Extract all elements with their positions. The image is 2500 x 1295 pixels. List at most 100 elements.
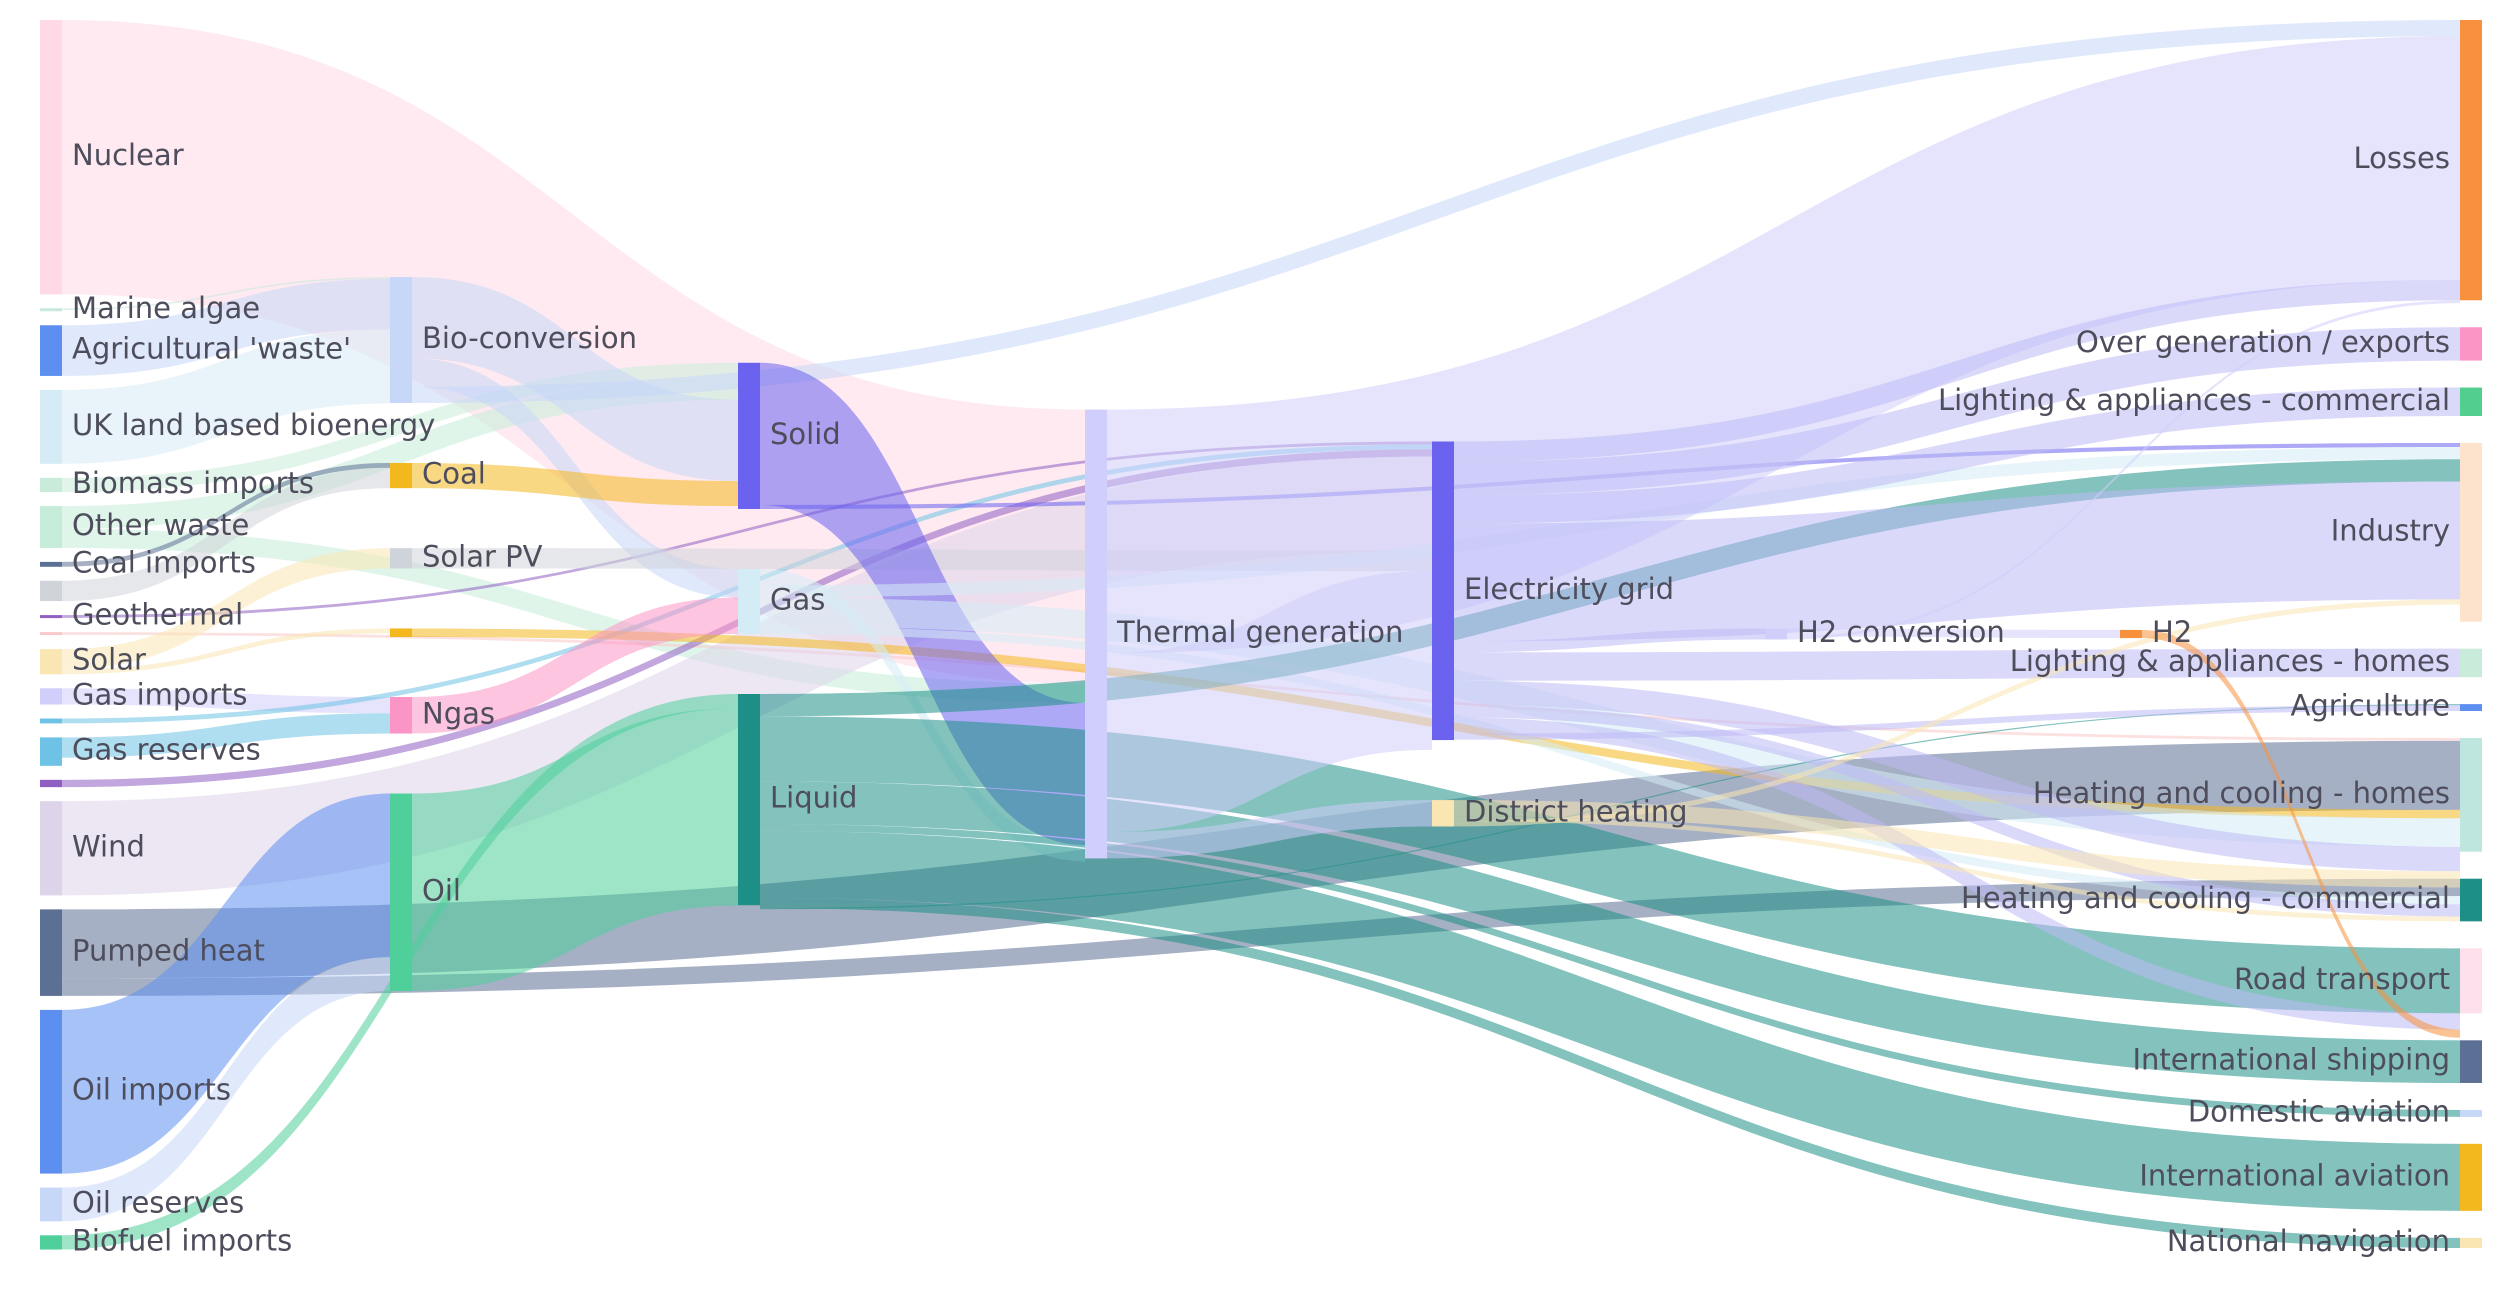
link-electricity_grid-to-losses	[1454, 279, 2460, 462]
node-lighting_commercial	[2460, 387, 2482, 416]
link-ngas-to-gas	[412, 597, 738, 734]
link-agri_waste-to-bio_conversion	[62, 278, 390, 376]
label-road_transport: Road transport	[2234, 962, 2450, 996]
label-over_gen: Over generation / exports	[2076, 325, 2450, 359]
label-losses: Losses	[2353, 141, 2450, 175]
label-marine_algae: Marine algae	[72, 291, 260, 325]
node-oil	[390, 793, 412, 991]
label-intl_aviation: International aviation	[2139, 1158, 2450, 1192]
label-electricity_grid: Electricity grid	[1464, 572, 1674, 606]
node-gas	[738, 569, 760, 634]
node-unlabeled_blue	[40, 718, 62, 724]
node-national_navigation	[2460, 1237, 2482, 1248]
node-coal	[390, 462, 412, 489]
link-uk_bio-to-bio_conversion	[62, 329, 390, 464]
label-nuclear: Nuclear	[72, 138, 184, 172]
label-heating_commercial: Heating and cooling - commercial	[1961, 881, 2450, 915]
link-oil_reserves-to-oil	[62, 957, 390, 1222]
node-oil_reserves	[40, 1187, 62, 1222]
node-bio_conversion	[390, 277, 412, 403]
label-agriculture: Agriculture	[2291, 689, 2451, 723]
label-gas_imports: Gas imports	[72, 677, 247, 711]
node-geothermal	[40, 615, 62, 619]
link-electricity_grid-to-agriculture	[1454, 704, 2460, 740]
label-biofuel_imports: Biofuel imports	[72, 1223, 292, 1257]
link-biomass_imports-to-solid	[62, 362, 738, 493]
node-solar_pv	[390, 548, 412, 569]
node-marine_algae	[40, 308, 62, 312]
labels-layer: Nuclear Marine algae Agricultural 'waste' U…	[72, 138, 2450, 1258]
label-coal_imports: Coal imports	[72, 545, 256, 579]
link-electricity_grid-to-h2_conversion	[1454, 628, 1765, 653]
node-heating_commercial	[2460, 878, 2482, 922]
label-h2_conversion: H2 conversion	[1797, 615, 2005, 649]
link-liquid-to-intl_shipping	[760, 781, 2460, 1083]
link-electricity_grid-to-industry	[1454, 481, 2460, 642]
label-biomass_imports: Biomass imports	[72, 466, 314, 500]
label-domestic_aviation: Domestic aviation	[2188, 1094, 2450, 1128]
label-intl_shipping: International shipping	[2132, 1043, 2450, 1077]
node-agriculture	[2460, 704, 2482, 712]
link-oil-to-liquid	[412, 708, 738, 991]
node-liquid	[738, 694, 760, 906]
node-intl_aviation	[2460, 1143, 2482, 1211]
label-oil_imports: Oil imports	[72, 1073, 231, 1107]
node-coal_imports	[40, 561, 62, 567]
node-wind	[40, 801, 62, 896]
link-liquid-to-domestic_aviation	[760, 823, 2460, 1117]
label-oil_reserves: Oil reserves	[72, 1185, 244, 1219]
node-coal_reserves	[40, 580, 62, 602]
link-h2-to-road_transport	[2142, 629, 2460, 1038]
node-biofuel_imports	[40, 1235, 62, 1250]
link-electricity_grid-to-lighting_homes	[1454, 648, 2460, 681]
node-other_waste	[40, 506, 62, 548]
node-h2	[2120, 629, 2142, 639]
link-gas_reserves-to-ngas	[62, 713, 390, 758]
label-h2: H2	[2152, 615, 2192, 649]
node-pumped_heat	[40, 909, 62, 996]
link-liquid-to-national_navigation	[760, 897, 2460, 1248]
node-solid	[738, 362, 760, 510]
label-coal: Coal	[422, 457, 486, 491]
node-intl_shipping	[2460, 1040, 2482, 1083]
link-district_heating-to-heating_homes	[1454, 800, 2460, 888]
label-industry: Industry	[2331, 513, 2450, 547]
label-ngas: Ngas	[422, 696, 495, 730]
label-pumped_heat: Pumped heat	[72, 934, 265, 968]
link-coal-to-solid	[412, 462, 738, 507]
node-domestic_aviation	[2460, 1109, 2482, 1117]
node-over_gen	[2460, 327, 2482, 361]
label-lighting_commercial: Lighting & appliances - commercial	[1938, 383, 2450, 417]
label-uk_bio: UK land based bioenergy	[72, 408, 435, 442]
label-gas_reserves: Gas reserves	[72, 733, 261, 767]
node-solar	[40, 649, 62, 675]
label-agri_waste: Agricultural 'waste'	[72, 332, 351, 366]
node-lighting_homes	[2460, 648, 2482, 678]
label-solar: Solar	[72, 643, 146, 677]
label-oil: Oil	[422, 873, 461, 907]
node-unlabeled_purple	[40, 779, 62, 788]
link-district_heating-to-industry	[1454, 599, 2460, 827]
node-industry	[2460, 442, 2482, 622]
label-heating_homes: Heating and cooling - homes	[2033, 776, 2450, 810]
link-other_waste-to-solid	[62, 376, 738, 529]
link-district_heating-to-heating_commercial	[1454, 816, 2460, 922]
node-heating_homes	[2460, 737, 2482, 852]
link-other_waste-to-thermal_gen	[62, 528, 1085, 703]
link-geothermal-to-electricity_grid	[62, 441, 1432, 618]
node-nuclear	[40, 20, 62, 295]
node-thermal_gen	[1085, 409, 1107, 859]
node-agri_waste	[40, 325, 62, 376]
node-biomass_imports	[40, 477, 62, 493]
link-marine_algae-to-bio_conversion	[62, 277, 390, 311]
link-gas-to-heating_commercial	[760, 625, 2460, 905]
link-bio_conversion-to-solid	[412, 277, 738, 481]
node-road_transport	[2460, 948, 2482, 1014]
label-lighting_homes: Lighting & appliances - homes	[2010, 644, 2450, 678]
node-electricity_grid	[1432, 441, 1454, 741]
link-coal_reserves-to-coal	[62, 467, 390, 602]
link-thermal_gen-to-district_heating	[1107, 800, 1432, 859]
link-gas-to-thermal_gen	[760, 569, 1085, 862]
